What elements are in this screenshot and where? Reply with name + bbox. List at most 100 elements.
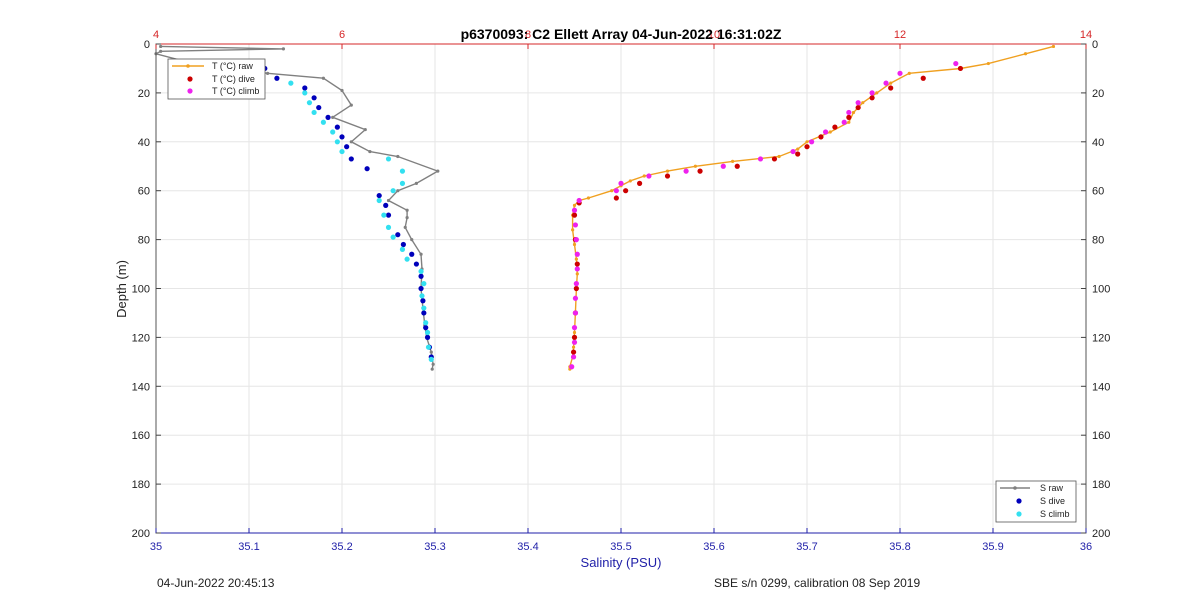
legend-s-climb-label: S climb [1040, 509, 1070, 519]
y-tick-label-left: 200 [132, 528, 150, 540]
legend-t-climb-marker [187, 88, 192, 93]
data-point-s-raw [368, 150, 371, 153]
data-point-s-dive [420, 298, 425, 303]
data-point-s-raw [410, 238, 413, 241]
data-point-s-raw [432, 363, 435, 366]
data-point-s-climb [400, 169, 405, 174]
data-point-s-climb [421, 305, 426, 310]
data-point-t-c-dive [614, 195, 619, 200]
data-point-t-c-raw [805, 140, 808, 143]
data-point-s-dive [425, 335, 430, 340]
data-point-t-c-climb [758, 156, 763, 161]
data-point-t-c-climb [573, 310, 578, 315]
data-point-s-climb [391, 235, 396, 240]
data-point-t-c-raw [875, 91, 878, 94]
data-point-t-c-climb [577, 198, 582, 203]
data-point-s-dive [325, 115, 330, 120]
data-point-s-dive [409, 252, 414, 257]
data-point-t-c-climb [790, 149, 795, 154]
data-point-s-climb [335, 139, 340, 144]
data-point-s-dive [365, 166, 370, 171]
data-point-t-c-climb [856, 100, 861, 105]
data-point-t-c-climb [569, 364, 574, 369]
data-point-s-climb [405, 257, 410, 262]
data-point-s-climb [425, 330, 430, 335]
data-point-t-c-dive [818, 134, 823, 139]
data-point-s-dive [414, 261, 419, 266]
top-tick-label: 14 [1080, 29, 1092, 41]
data-point-s-raw [406, 209, 409, 212]
legend-t-dive-marker [187, 76, 192, 81]
y-tick-label-right: 40 [1092, 137, 1104, 149]
y-tick-label-left: 180 [132, 479, 150, 491]
x-tick-label: 35.1 [238, 541, 259, 553]
data-point-t-c-climb [953, 61, 958, 66]
footer-timestamp: 04-Jun-2022 20:45:13 [157, 576, 274, 590]
top-tick-label: 4 [153, 29, 159, 41]
data-point-s-raw [396, 189, 399, 192]
data-point-s-climb [421, 281, 426, 286]
y-tick-label-right: 200 [1092, 528, 1110, 540]
data-point-s-climb [423, 320, 428, 325]
data-point-s-raw [340, 89, 343, 92]
chart-title: p6370093: C2 Ellett Array 04-Jun-2022 16… [461, 26, 782, 42]
data-point-t-c-raw [731, 160, 734, 163]
data-point-s-dive [335, 125, 340, 130]
legend-s-dive-label: S dive [1040, 496, 1065, 506]
y-tick-label-right: 0 [1092, 39, 1098, 51]
data-point-t-c-raw [852, 111, 855, 114]
data-point-t-c-dive [870, 95, 875, 100]
data-point-t-c-climb [809, 139, 814, 144]
data-point-t-c-dive [571, 349, 576, 354]
y-axis-label: Depth (m) [114, 260, 129, 318]
data-point-t-c-raw [694, 165, 697, 168]
y-tick-label-right: 60 [1092, 186, 1104, 198]
data-point-s-raw [350, 104, 353, 107]
legend-s-raw-marker [1013, 486, 1017, 490]
data-point-t-c-climb [614, 188, 619, 193]
data-point-t-c-raw [987, 62, 990, 65]
data-point-s-raw [266, 72, 269, 75]
x-tick-label: 35.4 [517, 541, 538, 553]
legend-s-climb-marker [1016, 511, 1021, 516]
data-point-t-c-climb [572, 340, 577, 345]
data-point-t-c-dive [735, 164, 740, 169]
x-tick-label: 35 [150, 541, 162, 553]
footer-calibration: SBE s/n 0299, calibration 08 Sep 2019 [714, 576, 920, 590]
data-point-s-raw [431, 368, 434, 371]
x-tick-label: 35.3 [424, 541, 445, 553]
data-point-s-dive [418, 274, 423, 279]
data-point-s-dive [302, 85, 307, 90]
y-tick-label-left: 0 [144, 39, 150, 51]
data-point-t-c-climb [575, 252, 580, 257]
data-point-s-climb [419, 293, 424, 298]
y-tick-label-right: 100 [1092, 284, 1110, 296]
data-point-s-dive [339, 134, 344, 139]
data-point-t-c-climb [618, 181, 623, 186]
data-point-t-c-raw [829, 130, 832, 133]
data-point-t-c-dive [856, 105, 861, 110]
data-point-s-raw [415, 182, 418, 185]
data-point-t-c-raw [778, 155, 781, 158]
data-point-t-c-dive [832, 125, 837, 130]
data-point-t-c-raw [576, 272, 579, 275]
y-tick-label-right: 120 [1092, 332, 1110, 344]
data-point-t-c-dive [574, 286, 579, 291]
data-point-s-dive [421, 310, 426, 315]
y-tick-label-left: 60 [138, 186, 150, 198]
data-point-s-dive [377, 193, 382, 198]
data-point-s-raw [331, 116, 334, 119]
data-point-t-c-climb [575, 266, 580, 271]
data-point-t-c-raw [1024, 52, 1027, 55]
data-point-s-climb [426, 345, 431, 350]
y-tick-label-right: 180 [1092, 479, 1110, 491]
data-point-t-c-raw [861, 101, 864, 104]
top-tick-label: 6 [339, 29, 345, 41]
data-point-s-dive [274, 76, 279, 81]
data-point-s-climb [321, 120, 326, 125]
data-point-s-raw [364, 128, 367, 131]
legend-salinity: S raw S dive S climb [996, 481, 1076, 522]
legend-temperature: T (°C) raw T (°C) dive T (°C) climb [168, 59, 265, 99]
data-point-t-c-dive [888, 85, 893, 90]
data-point-t-c-dive [772, 156, 777, 161]
